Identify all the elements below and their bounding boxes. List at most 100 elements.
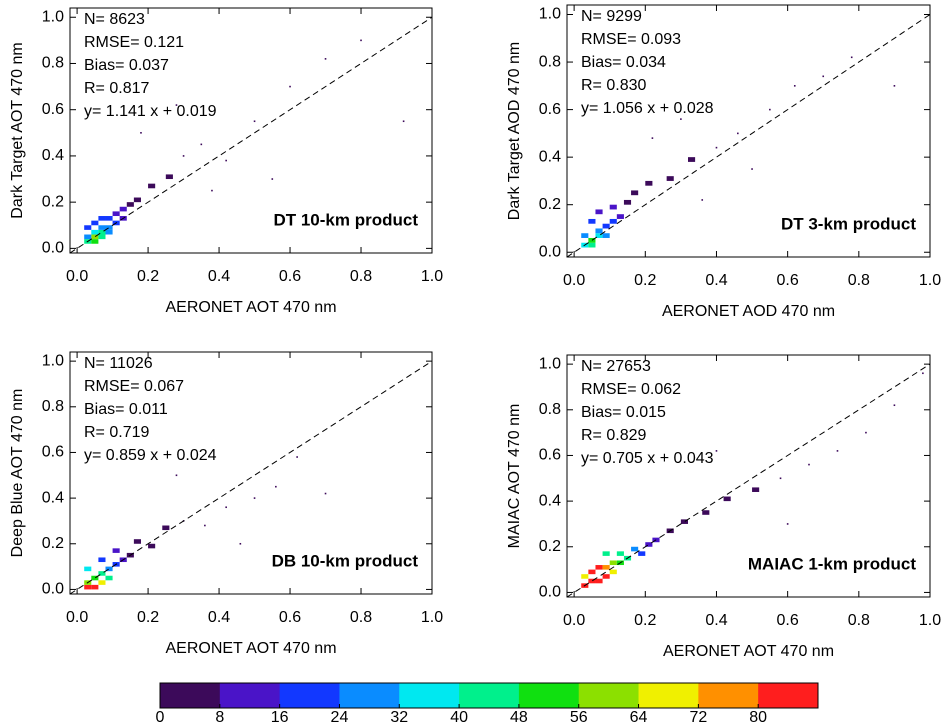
density-cell — [609, 569, 617, 575]
stat-line: RMSE= 0.062 — [581, 381, 681, 398]
density-cell — [609, 560, 617, 566]
density-cell — [631, 546, 639, 552]
stat-line: Bias= 0.034 — [581, 54, 666, 71]
y-tick-label: 0.8 — [539, 53, 561, 70]
plot-frame — [69, 351, 433, 595]
density-cell — [723, 496, 731, 502]
x-tick-label: 0.8 — [350, 268, 372, 285]
stat-line: Bias= 0.011 — [84, 401, 168, 418]
density-cell — [91, 584, 99, 590]
x-tick-label: 0.2 — [634, 612, 656, 629]
density-cell — [680, 519, 688, 524]
density-cell — [588, 242, 596, 248]
y-tick-label: 0.6 — [42, 444, 64, 461]
colorbar-segment — [578, 683, 640, 708]
density-cell — [91, 239, 99, 244]
y-tick-label: 0.2 — [539, 538, 561, 555]
density-cell — [360, 39, 362, 42]
stat-line: y= 0.705 x + 0.043 — [581, 450, 714, 467]
density-cell — [105, 575, 113, 581]
density-cell — [752, 487, 760, 492]
colorbar-segment — [339, 683, 400, 708]
stat-line: y= 1.056 x + 0.028 — [581, 100, 714, 117]
y-tick-label: 0.4 — [539, 148, 561, 165]
density-cell — [680, 118, 682, 120]
colorbar-segment — [399, 683, 460, 708]
x-tick-label: 0.6 — [279, 609, 301, 626]
stat-line: N= 8623 — [84, 11, 145, 28]
density-cell — [595, 578, 603, 584]
one-to-one-line — [566, 363, 931, 598]
y-tick-label: 0.0 — [42, 240, 64, 257]
density-cell — [140, 132, 142, 134]
density-cell — [715, 450, 718, 452]
density-cell — [581, 233, 589, 238]
one-to-one-line — [69, 360, 433, 595]
product-label: MAIAC 1-km product — [748, 554, 916, 573]
density-cell — [602, 233, 610, 238]
colorbar-tick-label: 48 — [510, 709, 528, 725]
x-tick-label: 0.0 — [66, 268, 88, 285]
x-tick-label: 0.8 — [848, 612, 870, 629]
stat-line: N= 11026 — [84, 355, 153, 372]
density-cell — [645, 542, 653, 547]
x-tick-label: 0.4 — [208, 609, 230, 626]
x-axis-label: AERONET AOT 470 nm — [165, 640, 336, 657]
density-cell — [595, 209, 603, 215]
density-cell — [105, 229, 113, 235]
x-axis-label: AERONET AOT 470 nm — [663, 643, 834, 660]
density-cell — [239, 542, 242, 545]
y-tick-label: 0.6 — [539, 101, 561, 118]
colorbar-tick-label: 64 — [630, 709, 648, 725]
one-to-one-line — [69, 16, 433, 254]
colorbar-tick-label: 0 — [156, 709, 165, 725]
density-cell — [253, 120, 256, 123]
density-cell — [204, 524, 206, 527]
density-cell — [588, 218, 596, 224]
density-cell — [105, 566, 113, 572]
y-tick-label: 1.0 — [539, 6, 561, 23]
density-cell — [105, 225, 113, 230]
colorbar-frame — [159, 682, 819, 709]
x-tick-label: 0.0 — [563, 272, 585, 289]
product-label: DT 3-km product — [781, 214, 916, 233]
density-cell — [865, 431, 867, 434]
density-cell — [402, 120, 405, 123]
stat-line: R= 0.830 — [581, 77, 646, 94]
density-cell — [616, 214, 624, 219]
stat-line: y= 0.859 x + 0.024 — [84, 447, 217, 464]
colorbar-segment — [518, 683, 580, 708]
colorbar-tick-label: 24 — [331, 709, 349, 725]
product-label: DB 10-km product — [272, 551, 419, 570]
density-cell — [893, 404, 896, 407]
x-tick-label: 0.6 — [777, 272, 799, 289]
density-cell — [666, 176, 674, 181]
density-cell — [133, 539, 141, 544]
plot-frame — [566, 354, 931, 598]
stat-line: RMSE= 0.121 — [84, 34, 184, 51]
x-tick-label: 0.4 — [705, 272, 727, 289]
density-cell — [175, 104, 178, 106]
density-cell — [91, 575, 99, 581]
y-tick-label: 0.2 — [539, 196, 561, 213]
density-cell — [808, 463, 810, 466]
colorbar-tick-label: 16 — [271, 709, 289, 725]
plot-frame — [566, 4, 931, 258]
stat-line: R= 0.817 — [84, 80, 149, 97]
density-cell — [225, 159, 227, 162]
density-cell — [105, 216, 113, 221]
x-axis-label: AERONET AOT 470 nm — [165, 299, 336, 316]
y-axis-label: Deep Blue AOT 470 nm — [9, 389, 26, 558]
density-cell — [98, 571, 106, 576]
density-cell — [275, 485, 277, 488]
density-cell — [133, 197, 141, 203]
density-cell — [602, 565, 610, 570]
density-cell — [779, 477, 782, 480]
density-cell — [651, 137, 654, 139]
one-to-one-line — [566, 14, 931, 258]
density-cell — [112, 211, 120, 217]
density-cell — [793, 85, 796, 87]
y-tick-label: 0.8 — [42, 398, 64, 415]
density-cell — [595, 233, 603, 238]
y-tick-label: 0.4 — [539, 492, 561, 509]
